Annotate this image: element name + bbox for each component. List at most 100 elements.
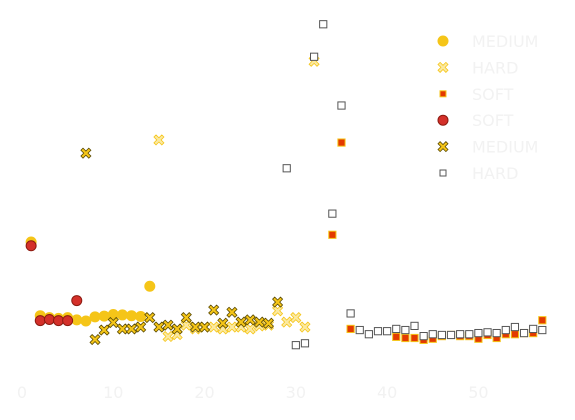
x-tick-label: 0 xyxy=(17,383,27,402)
data-point xyxy=(272,296,284,308)
data-point xyxy=(300,339,310,348)
data-point xyxy=(355,325,364,335)
data-point xyxy=(290,312,302,324)
data-point xyxy=(25,240,37,252)
data-point xyxy=(272,305,284,317)
data-point xyxy=(392,332,401,341)
legend-item: HARD xyxy=(439,164,518,183)
data-point xyxy=(162,319,174,331)
data-point xyxy=(483,328,492,337)
x-tick-label: 30 xyxy=(286,383,306,402)
data-point xyxy=(328,209,337,218)
data-point xyxy=(71,295,83,307)
data-point xyxy=(208,304,220,316)
x-tick-label: 20 xyxy=(194,383,214,402)
data-point xyxy=(281,316,293,328)
data-point xyxy=(244,323,256,335)
data-point xyxy=(98,324,110,336)
plot-marks xyxy=(25,20,547,350)
data-point xyxy=(437,330,446,340)
data-point xyxy=(337,101,346,110)
legend-label: MEDIUM xyxy=(472,138,538,157)
data-point xyxy=(282,164,291,173)
legend-item: MEDIUM xyxy=(437,32,538,51)
data-point xyxy=(226,306,238,318)
series-4-points xyxy=(80,147,284,346)
x-tick-label: 50 xyxy=(468,383,488,402)
x-tick-label: 10 xyxy=(103,383,123,402)
data-point xyxy=(180,312,192,324)
legend-marker xyxy=(437,61,449,73)
data-point xyxy=(153,134,165,146)
data-point xyxy=(310,52,319,61)
data-point xyxy=(510,330,520,339)
data-point xyxy=(226,321,238,333)
data-point xyxy=(529,324,538,334)
data-point xyxy=(135,310,147,322)
legend-marker xyxy=(437,141,449,153)
legend-label: MEDIUM xyxy=(472,32,538,51)
data-point xyxy=(392,324,401,334)
data-point xyxy=(144,280,156,292)
data-point xyxy=(456,330,465,339)
data-point xyxy=(126,310,138,322)
data-point xyxy=(153,321,165,333)
data-point xyxy=(98,310,110,322)
legend-marker xyxy=(437,35,449,47)
data-point xyxy=(80,147,92,159)
data-point xyxy=(492,328,501,338)
data-point xyxy=(208,321,220,333)
data-point xyxy=(80,315,92,327)
legend-item: SOFT xyxy=(439,85,514,104)
data-point xyxy=(401,333,410,343)
data-point xyxy=(235,316,247,328)
data-point xyxy=(328,230,337,239)
data-point xyxy=(519,328,529,338)
legend-label: SOFT xyxy=(472,111,514,130)
data-point xyxy=(116,309,128,321)
legend-marker xyxy=(437,114,449,126)
data-point xyxy=(346,309,355,318)
data-point xyxy=(538,325,547,335)
data-point xyxy=(162,330,174,343)
data-point xyxy=(125,323,138,335)
data-point xyxy=(89,333,101,346)
data-point xyxy=(43,313,55,325)
data-point xyxy=(383,327,392,336)
data-point xyxy=(62,315,74,327)
data-point xyxy=(401,325,410,335)
data-point xyxy=(171,323,183,335)
data-point xyxy=(291,341,300,350)
x-axis-ticks: 0 10 20 30 40 50 xyxy=(17,383,489,402)
legend-marker xyxy=(439,90,447,98)
data-point xyxy=(244,314,256,326)
data-point xyxy=(510,322,520,332)
data-point xyxy=(446,330,456,340)
data-point xyxy=(299,321,311,333)
legend-label: HARD xyxy=(472,58,518,77)
legend-item: HARD xyxy=(437,58,518,77)
data-point xyxy=(373,327,383,336)
data-point xyxy=(217,317,229,329)
data-point xyxy=(189,321,202,333)
data-point xyxy=(319,20,328,29)
data-point xyxy=(419,332,428,341)
data-point xyxy=(253,316,265,328)
legend-label: HARD xyxy=(472,164,518,183)
data-point xyxy=(410,333,419,343)
data-point xyxy=(71,314,83,326)
legend: MEDIUM HARD SOFT SOFT MEDIUM HARD xyxy=(437,32,538,183)
series-1-points xyxy=(153,55,320,343)
legend-item: MEDIUM xyxy=(437,138,538,157)
legend-label: SOFT xyxy=(472,85,514,104)
data-point xyxy=(346,324,355,334)
data-point xyxy=(364,330,373,339)
data-point xyxy=(410,321,419,330)
data-point xyxy=(53,315,65,327)
data-point xyxy=(474,328,483,338)
data-point xyxy=(538,316,547,325)
data-point xyxy=(34,315,46,327)
series-5-points xyxy=(282,20,547,350)
series-3-points xyxy=(25,240,83,327)
